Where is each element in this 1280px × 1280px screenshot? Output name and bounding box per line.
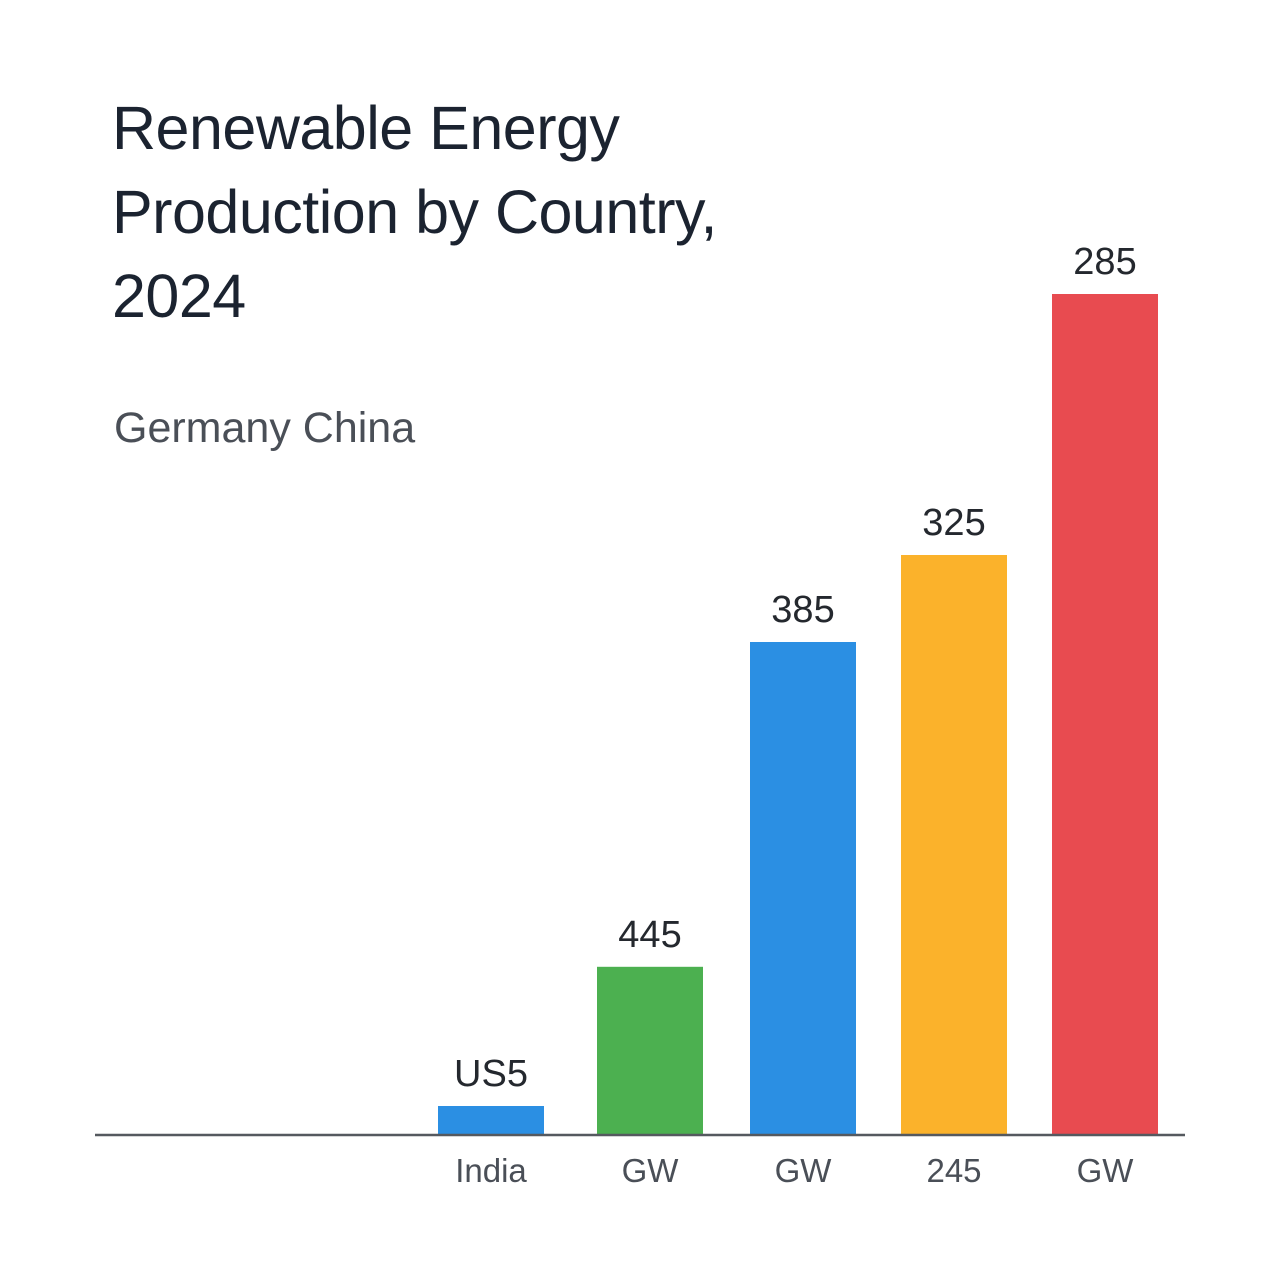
value-label-5: 285 (1073, 241, 1136, 283)
x-tick-label-2: GW (622, 1152, 680, 1189)
x-tick-label-1: India (455, 1152, 527, 1189)
value-labels-layer: US5 445 385 325 285 (454, 241, 1137, 1095)
bar-3 (750, 642, 856, 1135)
chart-subtitle: Germany China (114, 404, 416, 452)
bar-5 (1052, 294, 1158, 1135)
x-tick-label-5: GW (1077, 1152, 1135, 1189)
x-tick-label-3: GW (775, 1152, 833, 1189)
bar-2 (597, 966, 703, 1135)
value-label-2: 445 (618, 914, 681, 956)
value-label-3: 385 (771, 589, 834, 631)
tick-labels-layer: India GW GW 245 GW (455, 1152, 1134, 1189)
x-tick-label-4: 245 (926, 1152, 981, 1189)
value-label-1: US5 (454, 1053, 528, 1095)
bar-4 (901, 555, 1007, 1135)
bars-layer (438, 294, 1158, 1135)
chart-title: Renewable Energy Production by Country, … (112, 94, 717, 330)
value-label-4: 325 (922, 502, 985, 544)
bar-1 (438, 1106, 544, 1135)
